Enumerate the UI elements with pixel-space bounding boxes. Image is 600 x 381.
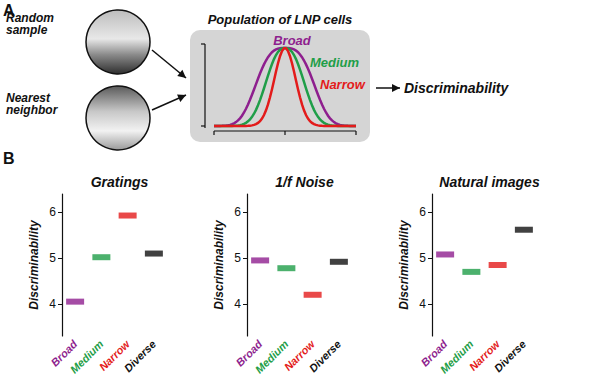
svg-text:6: 6 [234, 205, 241, 219]
svg-text:4: 4 [49, 297, 56, 311]
svg-text:Discriminability: Discriminability [212, 219, 226, 310]
svg-text:6: 6 [419, 205, 426, 219]
svg-text:Narrow: Narrow [466, 337, 502, 373]
svg-text:5: 5 [234, 251, 241, 265]
svg-text:Gratings: Gratings [91, 174, 149, 190]
svg-text:Random: Random [6, 11, 58, 25]
svg-text:sample: sample [6, 23, 48, 37]
svg-text:4: 4 [419, 297, 426, 311]
svg-text:Diverse: Diverse [307, 338, 344, 375]
svg-text:Population of LNP cells: Population of LNP cells [208, 12, 353, 27]
svg-text:Narrow: Narrow [281, 337, 317, 373]
svg-text:Broad: Broad [418, 337, 450, 369]
svg-text:Broad: Broad [273, 33, 312, 48]
svg-text:Medium: Medium [68, 338, 106, 376]
svg-text:Diverse: Diverse [492, 338, 529, 375]
svg-text:Broad: Broad [233, 337, 265, 369]
svg-text:5: 5 [49, 251, 56, 265]
svg-text:Diverse: Diverse [122, 338, 159, 375]
svg-text:6: 6 [49, 205, 56, 219]
svg-text:Medium: Medium [253, 338, 291, 376]
svg-text:Natural images: Natural images [439, 174, 540, 190]
svg-text:Medium: Medium [438, 338, 476, 376]
svg-text:Broad: Broad [48, 337, 80, 369]
svg-text:Narrow: Narrow [96, 337, 132, 373]
svg-text:1/f Noise: 1/f Noise [275, 174, 334, 190]
svg-text:Discriminability: Discriminability [404, 80, 509, 96]
svg-text:Discriminability: Discriminability [397, 219, 411, 310]
svg-text:B: B [3, 150, 15, 167]
svg-text:Narrow: Narrow [320, 77, 366, 92]
svg-text:Discriminability: Discriminability [27, 219, 41, 310]
svg-text:Nearest: Nearest [6, 91, 54, 105]
svg-text:neighbor: neighbor [6, 103, 59, 117]
svg-text:Medium: Medium [310, 55, 360, 70]
svg-text:5: 5 [419, 251, 426, 265]
svg-text:A: A [3, 1, 15, 19]
svg-text:4: 4 [234, 297, 241, 311]
